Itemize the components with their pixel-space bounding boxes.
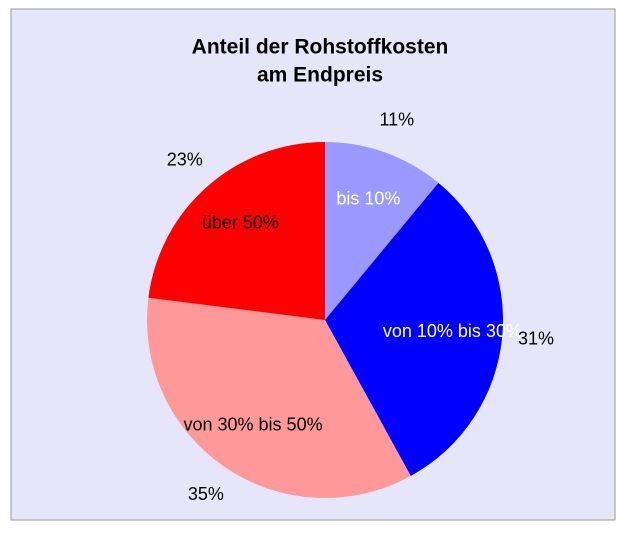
slice-label: von 10% bis 30% <box>383 321 522 341</box>
pie-slice <box>146 297 411 499</box>
chart-title: am Endpreis <box>257 64 383 87</box>
value-label: 23% <box>167 150 203 170</box>
value-label: 35% <box>188 484 224 504</box>
slice-label: über 50% <box>202 213 279 233</box>
slice-label: bis 10% <box>336 188 400 208</box>
pie-slice <box>325 182 503 476</box>
chart-title: Anteil der Rohstoffkosten <box>192 36 449 59</box>
pie-slice <box>148 142 325 320</box>
value-label: 11% <box>379 109 414 129</box>
pie-slice <box>325 142 439 320</box>
slice-label: von 30% bis 50% <box>184 415 323 435</box>
value-label: 31% <box>518 329 554 349</box>
